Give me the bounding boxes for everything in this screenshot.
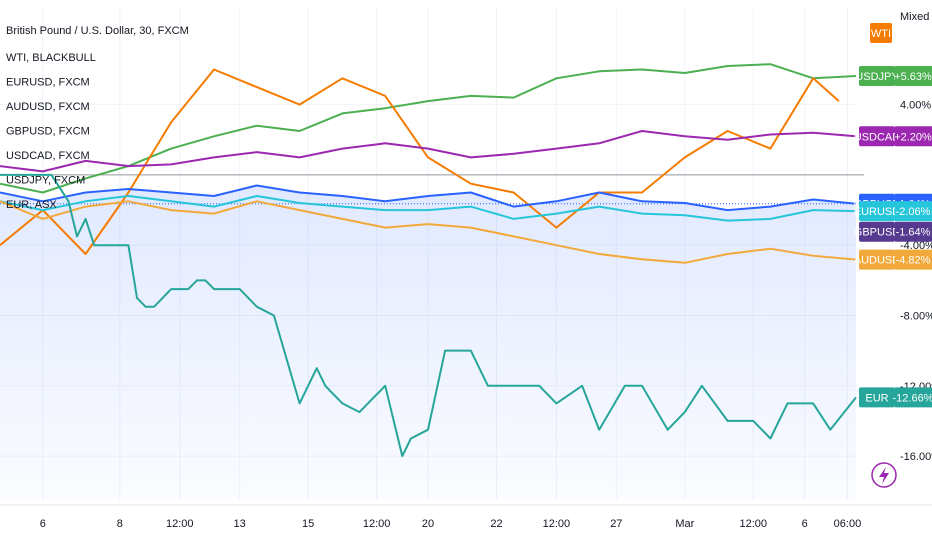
price-tag-name: EURUSD xyxy=(854,206,901,218)
x-tick-label: 06:00 xyxy=(834,518,862,530)
price-tag-name-bg xyxy=(859,126,895,147)
price-tag-name: EUR xyxy=(865,392,888,404)
x-axis: 6 8 12:00 13 15 12:00 20 22 12:00 27 Mar 12:00 6 06:0… xyxy=(0,504,932,530)
scale-mode-label: Mixed xyxy=(900,11,929,23)
series-line-audusd[interactable] xyxy=(0,200,857,264)
chart-title: British Pound / U.S. Dollar, 30, FXCM xyxy=(6,25,189,37)
series-line-usdcad[interactable] xyxy=(0,130,857,173)
price-tag-name-bg xyxy=(859,387,895,408)
price-tag-value: -12.66% xyxy=(893,392,932,404)
price-tag-value-bg xyxy=(895,126,932,147)
misc-layer xyxy=(871,462,897,488)
price-tag-gbpusd-2[interactable]: GBPUSD-1.64% xyxy=(854,221,932,242)
legend-entry: USDCAD, FXCM xyxy=(6,150,90,162)
legend-entry: EURUSD, FXCM xyxy=(6,77,90,89)
series-line-wti[interactable] xyxy=(0,68,840,255)
price-tag-name-bg xyxy=(859,201,895,222)
price-tag-name: USDCAD xyxy=(854,131,901,143)
x-tick-label: 22 xyxy=(490,518,502,530)
price-tag-eurusd[interactable]: EURUSD-2.06% xyxy=(854,201,932,222)
price-tag-value-bg xyxy=(895,66,932,87)
fill-layer xyxy=(0,185,856,500)
x-tick-label: 8 xyxy=(117,518,123,530)
series-line-gbpusd[interactable] xyxy=(0,184,857,212)
series-line-eurusd[interactable] xyxy=(0,195,857,222)
x-tick-label: 6 xyxy=(802,518,808,530)
x-tick-label: 12:00 xyxy=(740,518,768,530)
price-tag-value-bg xyxy=(895,201,932,222)
y-tick-label: -8.00% xyxy=(900,311,932,323)
legend-layer: British Pound / U.S. Dollar, 30, FXCM WTI… xyxy=(6,25,189,211)
price-tag-value: -4.82% xyxy=(896,255,931,267)
price-tag-name-bg xyxy=(870,23,892,43)
series-line-usdjpy[interactable] xyxy=(0,63,857,194)
y-tick-label: -4.00% xyxy=(900,240,932,252)
price-tag-value: -2.06% xyxy=(896,206,931,218)
lightning-icon-glyph xyxy=(879,467,889,484)
x-tick-label: 20 xyxy=(422,518,434,530)
price-tag-eur[interactable]: EUR -12.66% xyxy=(859,387,932,408)
x-tick-label: Mar xyxy=(675,518,694,530)
x-tick-label: 27 xyxy=(610,518,622,530)
price-tag-name-bg xyxy=(859,221,895,242)
price-tag-usdjpy[interactable]: USDJPY+5.63% xyxy=(855,66,932,87)
y-tick-label: 4.00% xyxy=(900,100,931,112)
price-tag-value-bg xyxy=(895,221,932,242)
price-tag-name: WTI xyxy=(871,28,891,40)
x-tick-label: 12:00 xyxy=(363,518,391,530)
legend-entry: WTI, BLACKBULL xyxy=(6,52,96,64)
price-tag-name: GBPUSD xyxy=(854,227,901,239)
price-tag-value: +5.63% xyxy=(894,71,932,83)
price-tag-value: +2.20% xyxy=(894,131,932,143)
price-tag-name: USDJPY xyxy=(855,71,899,83)
price-tag-audusd[interactable]: AUDUSD-4.82% xyxy=(854,249,932,270)
y-tick-label: -16.00% xyxy=(900,451,932,463)
price-tag-usdcad[interactable]: USDCAD+2.20% xyxy=(854,126,932,147)
legend-entry: AUDUSD, FXCM xyxy=(6,101,90,113)
price-tag-wti[interactable]: WTI xyxy=(870,23,892,43)
price-tag-value-bg xyxy=(895,249,932,270)
price-tag-name-bg xyxy=(859,66,895,87)
series-line-eur[interactable] xyxy=(0,173,857,458)
price-tag-value: -1.64% xyxy=(896,227,931,239)
price-tag-value-bg xyxy=(895,387,932,408)
x-tick-label: 6 xyxy=(40,518,46,530)
legend-entry: EUR, ASX xyxy=(6,199,57,211)
price-tag-name: AUDUSD xyxy=(854,255,901,267)
x-tick-label: 12:00 xyxy=(166,518,194,530)
legend-entry: GBPUSD, FXCM xyxy=(6,126,90,138)
price-tag-name-bg xyxy=(859,249,895,270)
legend-entry: USDJPY, FXCM xyxy=(6,175,85,187)
price-tags: USDJPY+5.63%WTIUSDCAD+2.20%GBPUSD-1.64%E… xyxy=(854,23,932,408)
x-tick-label: 13 xyxy=(234,518,246,530)
x-tick-label: 15 xyxy=(302,518,314,530)
series-layer xyxy=(0,63,857,458)
x-tick-label: 12:00 xyxy=(543,518,571,530)
gbpusd-area-fill xyxy=(0,185,856,500)
